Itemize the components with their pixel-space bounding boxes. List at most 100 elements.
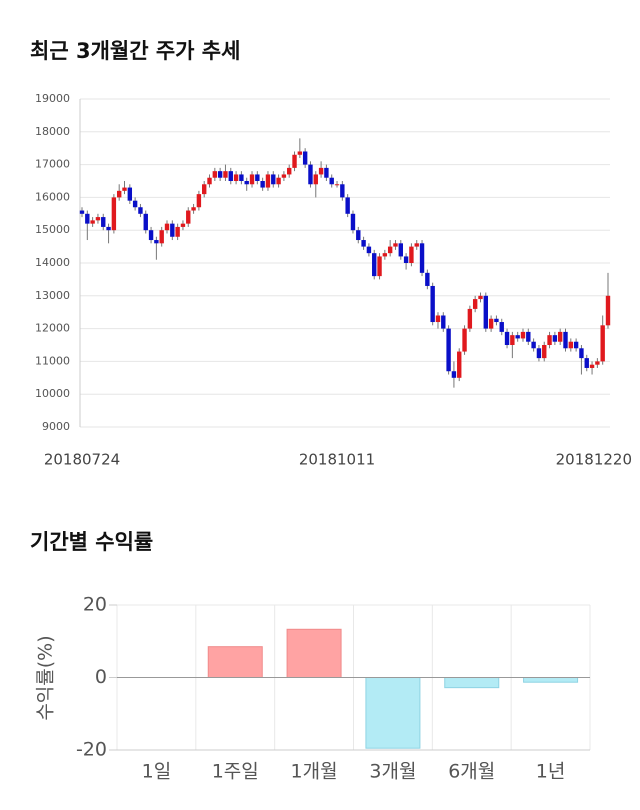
candle-body [504,331,510,345]
candle-body [589,364,595,368]
candle-body [526,331,531,342]
x-tick-label: 1일 [142,761,172,783]
y-tick-label: 20 [83,594,107,616]
x-tick-label: 1년 [536,761,566,783]
candle-body [127,187,133,201]
x-tick-label: 3개월 [369,761,416,783]
candle-body [552,335,558,342]
candle-body [425,272,430,286]
candle-body [79,210,85,214]
chart-title: 기간별 수익률 [30,530,153,554]
candle-body [377,256,382,277]
candle-body [457,351,462,378]
candle-body [340,184,345,198]
candle-body [228,171,233,181]
candle-body [239,174,244,181]
candle-body [106,226,111,231]
candle-body [223,171,228,178]
candle-body [281,174,287,178]
candle-body [324,167,329,178]
candle-body [276,177,281,185]
candle-body [148,230,154,241]
y-tick-label: 9000 [42,420,70,433]
candle-body [175,226,180,237]
candle-body [494,318,499,323]
x-tick-label: 20180724 [44,451,120,469]
y-tick-label: 15000 [35,223,70,236]
candle-body [329,177,334,185]
y-tick-label: 19000 [35,92,70,105]
candle-body [212,171,218,178]
candle-body [186,210,191,224]
candle-body [536,348,542,359]
candle-body [116,190,122,198]
candle-body [334,184,340,186]
y-tick-label: -20 [76,739,107,761]
candle-body [361,240,366,247]
y-tick-label: 12000 [35,322,70,335]
x-tick-label: 1개월 [291,761,338,783]
candle-body [345,197,350,214]
candle-body [467,308,473,329]
candle-body [244,181,249,185]
candle-body [138,207,143,214]
candle-body [547,335,552,345]
candle-body [387,246,393,254]
candle-body [557,331,563,342]
candle-body [265,174,271,188]
candle-body [249,174,255,185]
candle-body [143,213,148,231]
candle-body [196,194,202,208]
chart-title: 최근 3개월간 주가 추세 [30,39,240,63]
candle-body [313,174,318,185]
candle-body [430,285,435,323]
candle-body [568,341,574,349]
candle-body [403,256,409,263]
candle-body [350,213,356,231]
candle-body [255,174,260,181]
candle-body [478,295,483,300]
candle-body [122,187,127,191]
x-tick-label: 1주일 [212,761,259,783]
candle-body [515,335,520,339]
candle-body [318,167,324,175]
candle-body [584,358,589,368]
candle-body [382,253,388,257]
candle-body [95,217,101,221]
candle-body [531,341,536,349]
candle-body [366,246,372,254]
candle-body [451,371,457,378]
candle-body [488,318,494,329]
candle-body [111,197,117,231]
y-tick-label: 16000 [35,190,70,203]
y-axis-label: 수익률(%) [35,635,57,720]
candle-body [414,243,419,247]
candle-body [85,213,90,224]
candle-body [563,331,568,349]
candle-body [170,223,175,237]
candle-body [159,230,164,244]
candle-body [398,243,403,257]
bar [207,646,263,678]
candle-body [435,315,441,323]
candle-body [393,243,398,247]
bar [444,677,500,689]
candle-body [202,184,207,195]
candle-body [409,246,414,263]
candle-body [90,220,95,224]
candle-body [510,335,515,345]
x-tick-label: 20181220 [556,451,632,469]
bar [286,628,342,678]
candle-body [573,341,579,349]
candle-body [101,217,106,227]
y-tick-label: 13000 [35,289,70,302]
candle-body [441,315,446,329]
y-tick-label: 11000 [35,354,70,367]
candle-body [297,151,303,155]
candle-body [292,154,297,168]
y-tick-label: 18000 [35,125,70,138]
candle-body [180,223,186,227]
candle-body [483,295,488,329]
candle-body [233,174,239,181]
candle-body [132,200,138,208]
